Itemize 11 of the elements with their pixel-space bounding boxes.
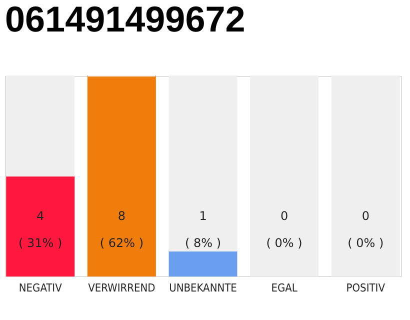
x-tick-label: UNBEKANNTE bbox=[169, 282, 237, 294]
chart-title: 061491499672 bbox=[5, 0, 246, 40]
x-tick-label: POSITIV bbox=[346, 282, 386, 294]
data-label: 4 ( 31% ) bbox=[18, 209, 62, 250]
data-label: 0 ( 0% ) bbox=[348, 209, 384, 250]
x-tick-label: NEGATIV bbox=[18, 282, 62, 294]
x-tick-label: EGAL bbox=[271, 282, 298, 294]
data-label: 0 ( 0% ) bbox=[266, 209, 302, 250]
data-label: 8 ( 62% ) bbox=[100, 209, 144, 250]
x-tick-label: VERWIRREND bbox=[88, 282, 156, 294]
data-label: 1 ( 8% ) bbox=[184, 209, 222, 250]
